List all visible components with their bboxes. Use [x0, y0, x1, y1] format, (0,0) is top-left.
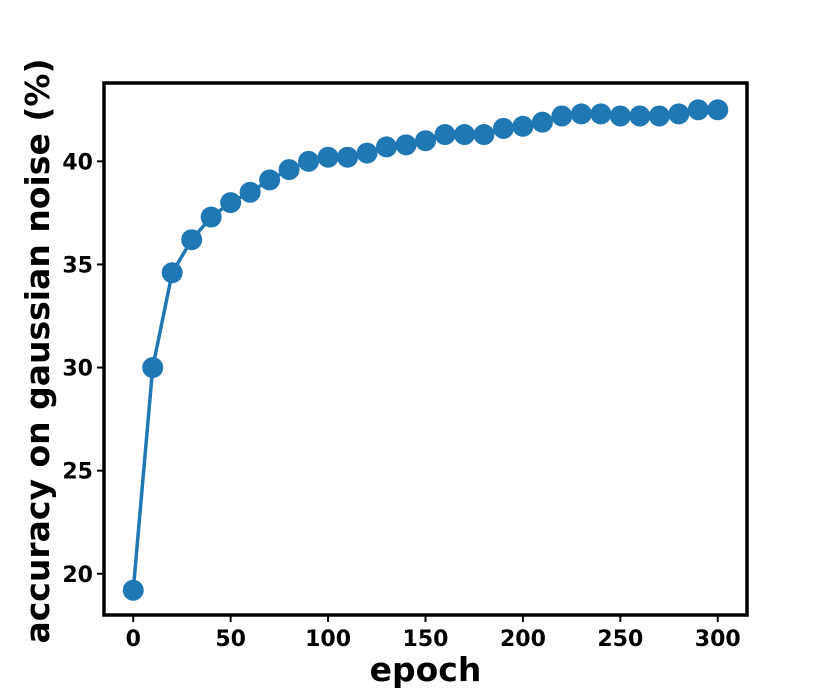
- data-point: [239, 181, 261, 203]
- y-tick-label: 20: [62, 563, 93, 588]
- data-point: [512, 115, 534, 137]
- data-point: [298, 150, 320, 172]
- y-tick-label: 35: [62, 253, 93, 278]
- x-tick-label: 150: [403, 627, 449, 652]
- x-tick-label: 100: [305, 627, 351, 652]
- data-point: [629, 105, 651, 127]
- plot-frame: [102, 81, 749, 617]
- y-axis-label: accuracy on gaussian noise (%): [18, 58, 57, 643]
- x-tick-label: 250: [597, 627, 643, 652]
- data-point: [317, 146, 339, 168]
- data-point: [337, 146, 359, 168]
- x-tick-label: 50: [215, 627, 246, 652]
- data-point: [531, 111, 553, 133]
- data-point: [181, 229, 203, 251]
- data-point: [551, 105, 573, 127]
- data-point: [590, 103, 612, 125]
- data-point: [395, 134, 417, 156]
- data-point: [200, 206, 222, 228]
- data-point: [161, 262, 183, 284]
- y-tick-label: 40: [62, 150, 93, 175]
- data-point: [220, 192, 242, 214]
- data-point: [668, 103, 690, 125]
- data-point: [356, 142, 378, 164]
- axis-ticks: 0 50 100 150 200 250 300 20 25 30 35 40: [62, 150, 740, 652]
- data-point: [707, 99, 729, 121]
- series-layer: [122, 99, 729, 601]
- y-tick-label: 30: [62, 357, 93, 382]
- data-point: [687, 99, 709, 121]
- data-point: [492, 117, 514, 139]
- data-point: [648, 105, 670, 127]
- x-tick-label: 200: [500, 627, 546, 652]
- data-point: [570, 103, 592, 125]
- x-tick-label: 0: [126, 627, 141, 652]
- x-tick-label: 300: [695, 627, 741, 652]
- x-axis-label: epoch: [370, 650, 482, 689]
- data-point: [415, 130, 436, 152]
- data-point: [142, 357, 164, 379]
- data-point: [122, 579, 144, 601]
- data-point: [609, 105, 631, 127]
- series-line: [131, 108, 718, 591]
- data-point: [376, 136, 398, 158]
- data-point: [473, 124, 495, 146]
- y-tick-label: 25: [62, 460, 93, 485]
- data-point: [278, 159, 300, 181]
- data-point: [453, 124, 475, 146]
- data-point: [434, 124, 456, 146]
- data-point: [259, 169, 281, 191]
